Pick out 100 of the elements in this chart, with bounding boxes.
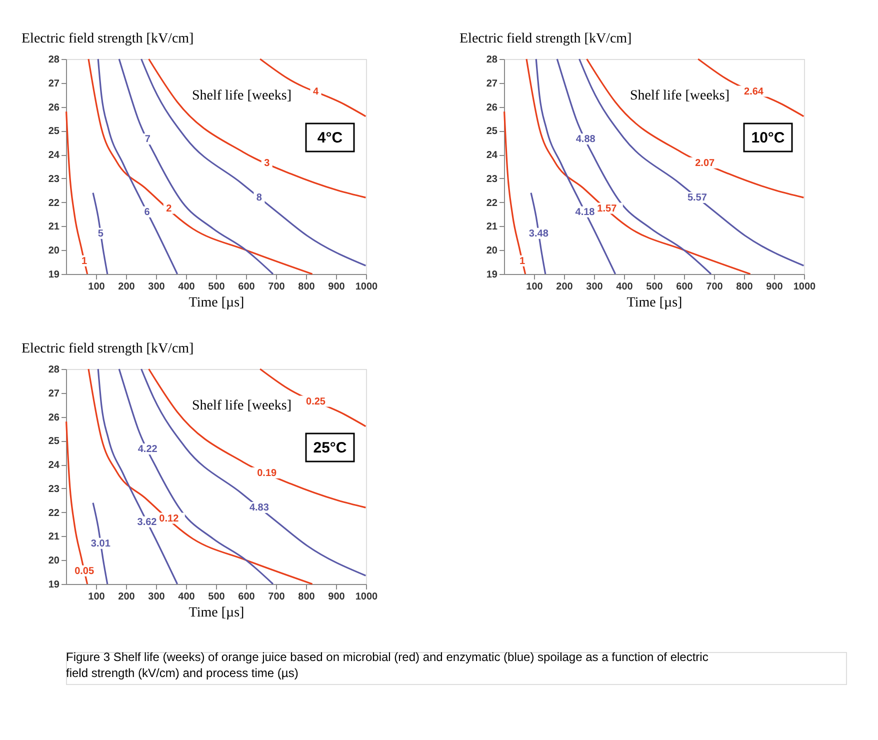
series-label: 3.48 [528,228,549,240]
series-label: 5.57 [687,192,708,204]
x-tick-label: 200 [556,282,574,292]
x-tick-label: 900 [328,282,346,292]
series-label: 4.83 [249,502,270,514]
x-tick-label: 1000 [793,282,816,292]
x-tick-label: 100 [88,592,106,602]
y-tick-label: 23 [48,484,60,495]
line-series [92,502,108,585]
x-tick-label: 400 [178,592,196,602]
series-label: 5 [98,228,104,240]
series-label: 1 [520,256,526,267]
caption: Figure 3 Shelf life (weeks) of orange juice based on microbial (red) and enzymatic (blue) spoilage as a function of electric field strength (kV/cm) and process time (µs) [66,650,708,680]
y-tick-label: 25 [48,436,60,448]
x-tick-label: 500 [208,282,226,292]
x-tick-label: 600 [676,282,694,292]
line-series [504,110,526,275]
x-tick-label: 700 [706,282,724,292]
y-tick-label: 20 [48,556,60,567]
y-tick-label: 22 [48,198,60,209]
x-axis-title: Time [µs] [626,296,682,310]
y-tick-label: 27 [48,78,60,90]
y-tick-label: 23 [48,174,60,185]
series-label: 2.07 [695,158,716,169]
series-label: 3 [264,158,270,169]
series-label: 4 [312,86,319,98]
y-tick-label: 28 [48,54,60,66]
annotation: 10°C [751,129,785,146]
y-axis-title: Electric field strength [kV/cm] [22,342,194,356]
line-series [88,58,314,275]
series-label: 0.12 [159,513,180,524]
annotation: Shelf life [weeks] [192,88,292,104]
x-tick-label: 300 [148,282,166,292]
series-label: 4.18 [575,206,596,218]
y-tick-label: 26 [48,412,60,424]
x-tick-label: 500 [208,592,226,602]
y-axis-title: Electric field strength [kV/cm] [22,32,194,46]
series-label: 2.64 [744,86,764,98]
line-series [92,192,108,275]
line-series [530,192,546,275]
series-label: 7 [144,134,151,146]
y-tick-label: 26 [48,102,60,114]
x-tick-label: 900 [766,282,784,292]
x-tick-label: 300 [148,592,166,602]
series-label: 1.57 [597,203,618,214]
y-tick-label: 27 [48,388,60,400]
x-tick-label: 200 [118,592,136,602]
series-label: 0.25 [306,396,326,408]
y-tick-label: 24 [48,460,60,472]
x-tick-label: 100 [88,282,106,292]
x-tick-label: 200 [118,282,136,292]
series-label: 1 [82,256,88,267]
y-tick-label: 19 [48,270,60,280]
x-tick-label: 800 [298,282,316,292]
x-tick-label: 100 [526,282,544,292]
x-tick-label: 900 [328,592,346,602]
y-tick-label: 21 [486,222,498,233]
y-tick-label: 21 [48,532,60,543]
x-tick-label: 600 [238,592,256,602]
y-tick-label: 26 [486,102,498,114]
x-axis-title: Time [µs] [188,296,244,310]
x-tick-label: 300 [586,282,604,292]
series-label: 2 [166,203,172,214]
x-tick-label: 400 [616,282,634,292]
y-tick-label: 24 [486,150,498,162]
y-tick-label: 27 [486,78,498,90]
x-tick-label: 400 [178,282,196,292]
y-tick-label: 28 [486,54,498,66]
series-label: 0.05 [74,566,94,577]
y-tick-label: 22 [48,508,60,519]
x-tick-label: 700 [268,592,286,602]
line-series [66,110,88,275]
series-label: 0.19 [257,468,278,479]
y-tick-label: 25 [486,126,498,138]
annotation: Shelf life [weeks] [192,398,292,414]
annotation: 4°C [317,129,343,146]
series-label: 6 [144,206,150,218]
y-axis-title: Electric field strength [kV/cm] [460,32,632,46]
y-tick-label: 21 [48,222,60,233]
x-tick-label: 1000 [355,282,378,292]
x-axis-title: Time [µs] [188,606,244,620]
y-tick-label: 22 [486,198,498,209]
series-label: 3.01 [90,538,111,550]
line-series [97,58,178,275]
y-tick-label: 23 [486,174,498,185]
x-tick-label: 800 [298,592,316,602]
annotation: Shelf life [weeks] [630,88,730,104]
annotation: 25°C [313,439,347,456]
y-tick-label: 25 [48,126,60,138]
y-tick-label: 20 [48,246,60,257]
y-tick-label: 28 [48,364,60,376]
x-tick-label: 600 [238,282,256,292]
y-tick-label: 19 [48,580,60,590]
series-label: 4.88 [576,134,596,146]
x-tick-label: 500 [646,282,664,292]
series-label: 3.62 [137,516,158,528]
series-label: 4.22 [138,444,158,456]
series-label: 8 [256,192,262,204]
y-tick-label: 20 [486,246,498,257]
y-tick-label: 19 [486,270,498,280]
